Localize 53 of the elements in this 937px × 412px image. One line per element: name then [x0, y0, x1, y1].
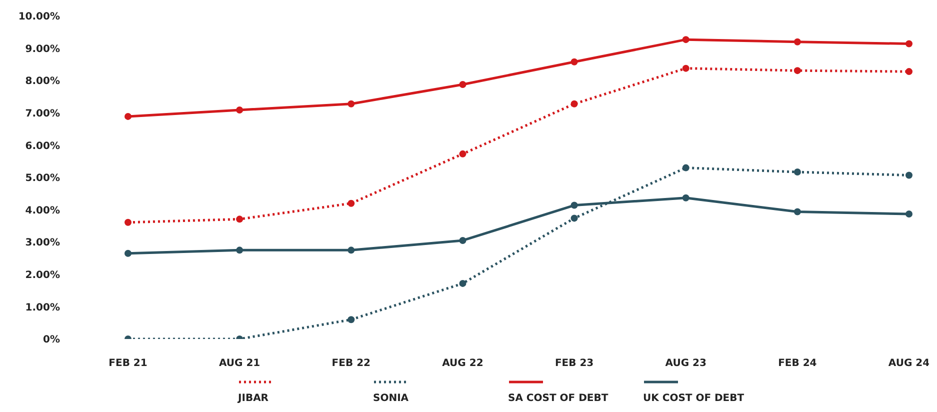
point	[459, 236, 466, 244]
legend-label: UK COST OF DEBT	[643, 393, 744, 404]
point	[459, 80, 466, 88]
point	[794, 168, 801, 176]
point	[682, 164, 690, 172]
point	[570, 58, 578, 66]
x-tick-label: FEB 23	[554, 358, 594, 370]
point	[794, 38, 801, 46]
legend-label: JIBAR	[238, 393, 269, 404]
point	[236, 106, 244, 114]
x-tick-label: AUG 23	[665, 358, 706, 370]
y-tick-label: 9.00%	[25, 44, 60, 55]
y-tick-label: 7.00%	[25, 108, 60, 120]
x-tick-label: AUG 24	[888, 358, 930, 370]
y-tick-label: 3.00%	[25, 238, 60, 249]
x-tick-label: AUG 22	[442, 358, 484, 370]
point	[906, 172, 912, 179]
point	[794, 208, 801, 216]
point	[124, 112, 132, 120]
y-tick-label: 5.00%	[25, 173, 60, 184]
point	[682, 36, 690, 44]
point	[570, 100, 578, 108]
point	[570, 202, 578, 209]
point	[348, 100, 355, 108]
x-tick-label: FEB 21	[108, 358, 148, 370]
x-tick-label: FEB 24	[778, 358, 817, 370]
point	[124, 250, 132, 257]
point	[906, 210, 912, 218]
point	[459, 150, 466, 158]
point	[459, 280, 466, 287]
legend-label: SONIA	[373, 393, 409, 404]
x-tick-label: AUG 21	[218, 358, 260, 370]
y-tick-label: 10.00%	[18, 12, 60, 23]
point	[682, 194, 690, 202]
point	[348, 316, 355, 324]
point	[794, 67, 801, 74]
point	[682, 64, 690, 72]
point	[236, 246, 244, 254]
point	[906, 40, 912, 48]
point	[124, 218, 132, 226]
y-tick-label: 6.00%	[25, 140, 60, 152]
x-tick-label: FEB 22	[332, 358, 371, 370]
point	[570, 214, 578, 222]
point	[906, 68, 912, 76]
point	[348, 200, 355, 207]
point	[236, 216, 244, 223]
y-tick-label: 8.00%	[25, 76, 60, 88]
y-tick-label: 1.00%	[25, 302, 60, 314]
y-tick-label: 2.00%	[25, 270, 60, 281]
point	[348, 246, 355, 254]
y-tick-label: 4.00%	[25, 205, 60, 216]
legend-label: SA COST OF DEBT	[508, 393, 608, 404]
y-tick-label: 0%	[43, 334, 60, 346]
